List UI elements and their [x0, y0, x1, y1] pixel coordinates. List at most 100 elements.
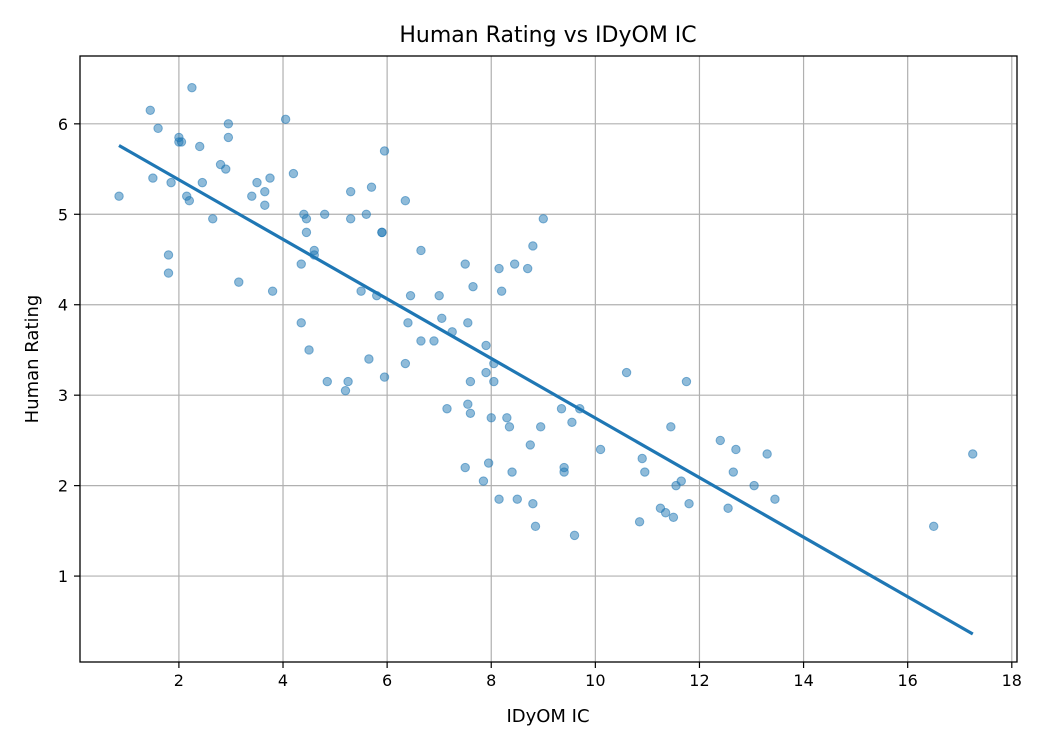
- scatter-point: [184, 196, 195, 206]
- scatter-point: [525, 440, 535, 450]
- x-tick-label: 14: [793, 671, 813, 690]
- y-tick-label: 3: [58, 386, 68, 405]
- scatter-point: [460, 259, 470, 269]
- scatter-point: [634, 517, 645, 527]
- scatter-point: [496, 286, 507, 296]
- scatter-point: [364, 354, 374, 364]
- scatter-point: [463, 318, 473, 328]
- x-tick-label: 8: [486, 671, 496, 690]
- scatter-point: [187, 82, 197, 93]
- scatter-point: [343, 376, 353, 387]
- scatter-point: [197, 177, 208, 188]
- scatter-point: [114, 191, 124, 201]
- scatter-point: [538, 214, 548, 224]
- y-tick-label: 2: [58, 477, 68, 496]
- regression-line-layer: [118, 144, 974, 636]
- scatter-point: [405, 290, 416, 301]
- scatter-point: [489, 376, 499, 387]
- scatter-point: [176, 137, 187, 147]
- scatter-point: [208, 214, 218, 224]
- scatter-point: [494, 494, 504, 504]
- chart-title: Human Rating vs IDyOM IC: [399, 23, 696, 48]
- scatter-point: [660, 508, 671, 518]
- x-tick-label: 16: [898, 671, 918, 690]
- scatter-point: [668, 512, 679, 522]
- scatter-point: [247, 191, 257, 201]
- scatter-point: [400, 196, 411, 206]
- scatter-point: [463, 399, 473, 409]
- scatter-point: [296, 259, 306, 269]
- scatter-point: [301, 227, 312, 238]
- scatter-point: [148, 173, 158, 183]
- scatter-point: [723, 503, 733, 513]
- scatter-point: [770, 494, 780, 504]
- x-axis-label: IDyOM IC: [506, 706, 589, 727]
- scatter-point: [749, 480, 759, 491]
- scatter-point: [356, 286, 366, 296]
- scatter-point: [929, 521, 939, 532]
- y-tick-label: 5: [58, 205, 68, 224]
- scatter-points: [114, 82, 978, 541]
- scatter-point: [366, 182, 377, 192]
- scatter-point: [345, 186, 356, 197]
- scatter-point: [416, 336, 426, 346]
- scatter-point: [163, 268, 174, 278]
- scatter-point: [234, 277, 244, 287]
- scatter-point: [267, 286, 278, 296]
- scatter-point: [288, 168, 299, 179]
- scatter-point: [379, 372, 390, 382]
- y-axis-label: Human Rating: [22, 295, 43, 424]
- scatter-point: [260, 200, 270, 210]
- scatter-point: [403, 318, 413, 328]
- scatter-point: [163, 250, 174, 260]
- scatter-point: [442, 404, 452, 414]
- y-tick-label: 6: [58, 115, 68, 134]
- scatter-point: [468, 281, 478, 292]
- scatter-point: [437, 313, 447, 323]
- scatter-point: [434, 290, 444, 301]
- scatter-point: [715, 435, 725, 446]
- scatter-point: [528, 499, 538, 509]
- scatter-point: [322, 376, 332, 387]
- scatter-point: [483, 458, 494, 468]
- scatter-point: [676, 476, 686, 486]
- scatter-point: [481, 340, 491, 351]
- x-tick-label: 6: [382, 671, 392, 690]
- scatter-point: [481, 367, 491, 378]
- scatter-point: [304, 345, 314, 355]
- scatter-point: [512, 494, 522, 504]
- scatter-point: [153, 123, 163, 134]
- scatter-point: [265, 173, 275, 183]
- scatter-point: [507, 467, 517, 477]
- scatter-point: [509, 259, 520, 269]
- scatter-point: [361, 209, 372, 219]
- scatter-point: [465, 408, 476, 418]
- scatter-point: [465, 376, 476, 387]
- scatter-point: [530, 521, 541, 532]
- scatter-point: [223, 132, 234, 143]
- scatter-point: [569, 530, 580, 541]
- x-tick-label: 2: [174, 671, 184, 690]
- scatter-point: [494, 263, 504, 274]
- scatter-point: [280, 114, 291, 125]
- scatter-point: [478, 476, 489, 486]
- x-tick-label: 4: [278, 671, 288, 690]
- scatter-point: [460, 462, 470, 473]
- scatter-point: [223, 119, 234, 129]
- scatter-point: [221, 164, 231, 174]
- scatter-point: [260, 186, 270, 197]
- x-tick-label: 12: [689, 671, 709, 690]
- scatter-point: [528, 241, 538, 251]
- grid-layer: [80, 56, 1017, 662]
- scatter-point: [637, 453, 647, 464]
- scatter-point: [345, 214, 356, 224]
- scatter-point: [556, 404, 567, 414]
- scatter-point: [567, 417, 577, 428]
- scatter-point: [559, 462, 569, 473]
- scatter-point: [486, 413, 496, 423]
- scatter-point: [416, 245, 426, 256]
- scatter-point: [296, 318, 306, 328]
- scatter-point: [379, 146, 390, 156]
